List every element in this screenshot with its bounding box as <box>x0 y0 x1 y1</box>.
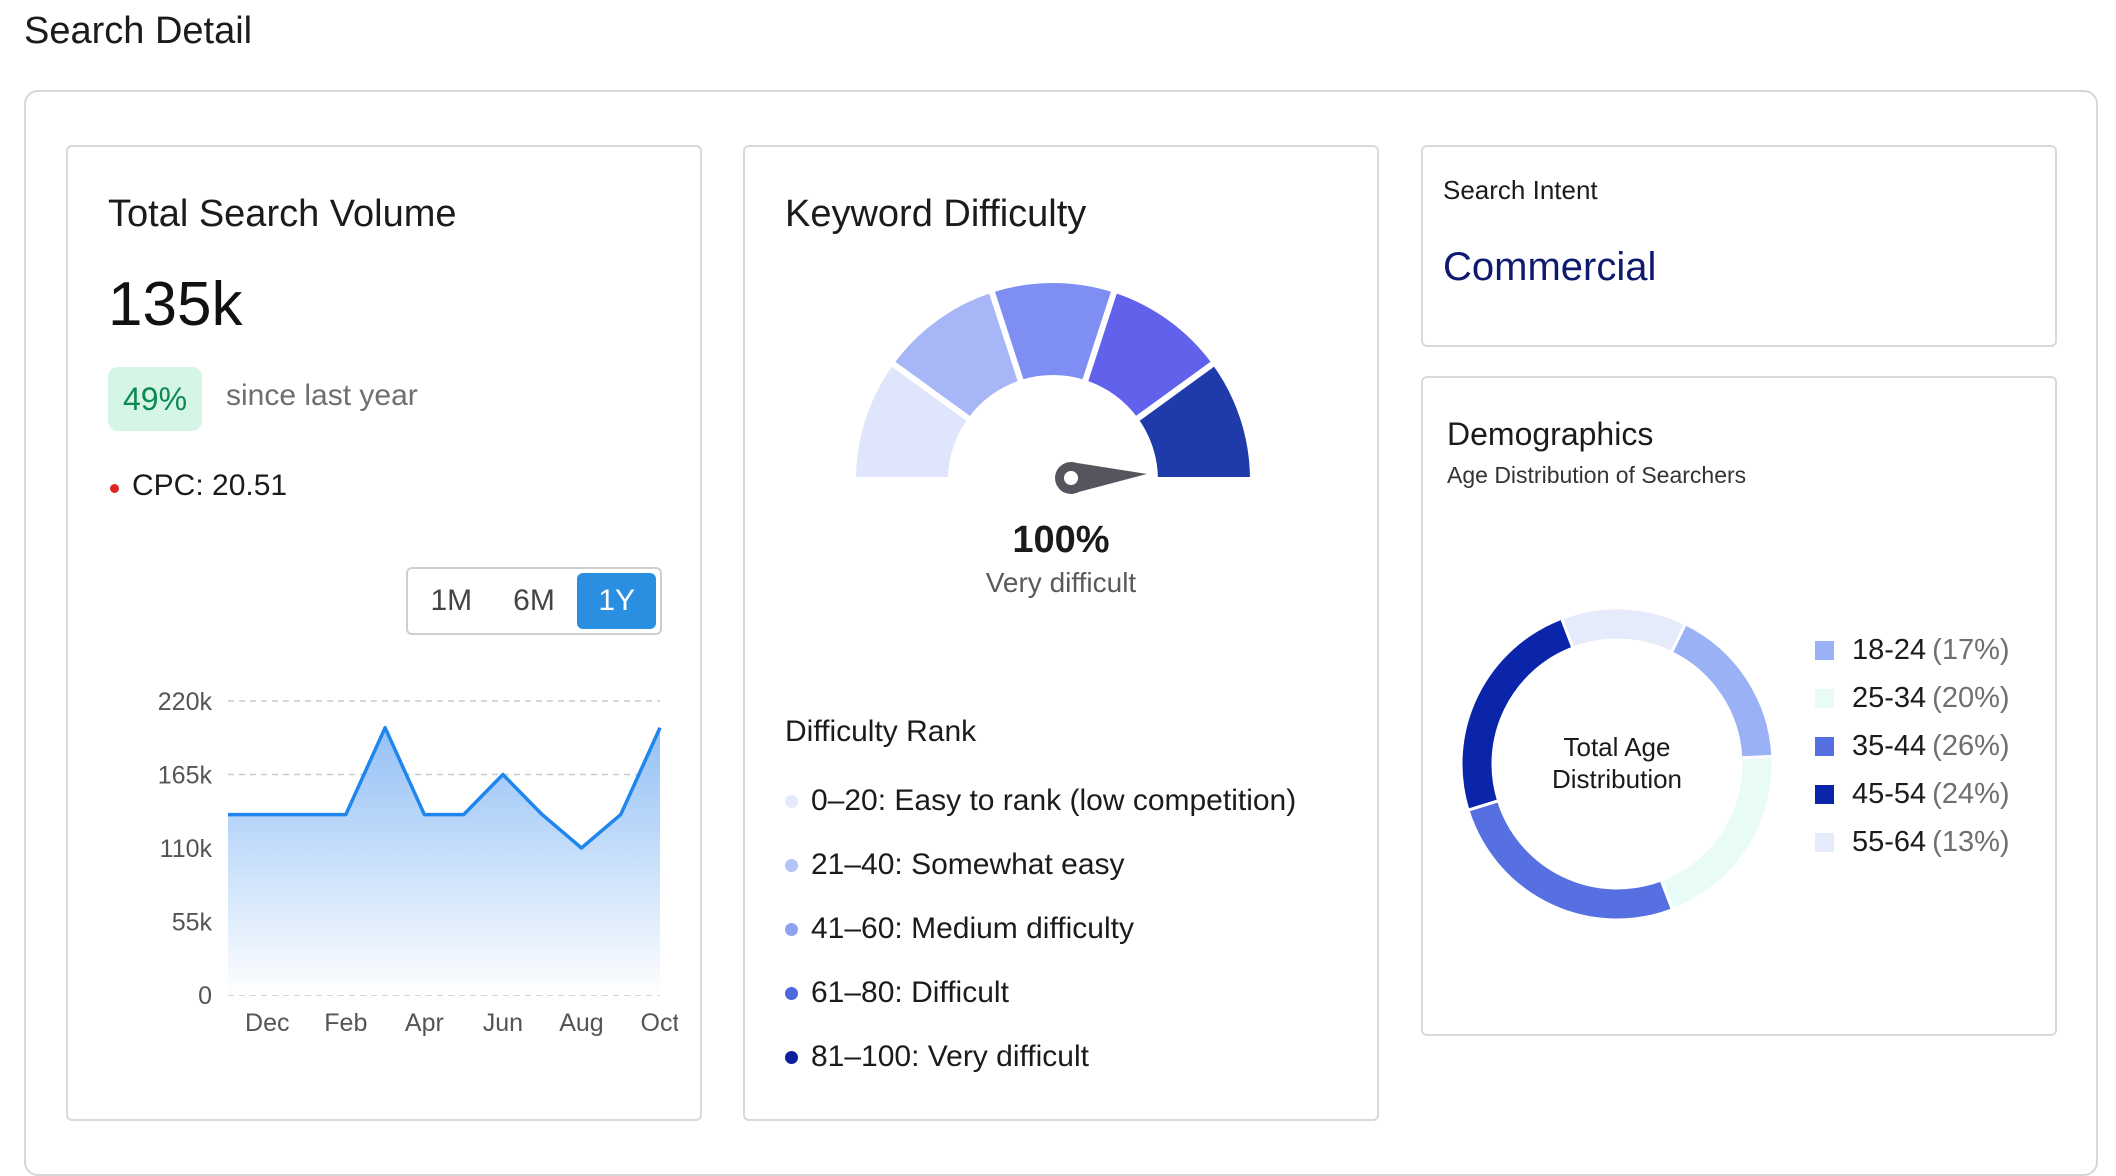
search-volume-chart: 0 55k 110k 165k 220k Dec Feb Apr Jun Aug Oct <box>158 688 678 1037</box>
search-detail-panel <box>24 90 2098 1176</box>
donut-segment <box>1559 606 1688 655</box>
rank-item: 41–60: Medium difficulty <box>785 897 1296 961</box>
x-tick-label: Aug <box>559 1009 603 1037</box>
rank-item: 81–100: Very difficult <box>785 1025 1296 1089</box>
legend-range: 35-44 <box>1852 729 1927 762</box>
difficulty-rank-list: 0–20: Easy to rank (low competition) 21–… <box>785 769 1296 1089</box>
legend-swatch-icon <box>1815 736 1834 756</box>
legend-item: 25-34 (20%) <box>1815 674 2010 722</box>
total-search-volume-card: Total Search Volume 135k 49% since last … <box>66 145 702 1121</box>
rank-label: 21–40: Somewhat easy <box>811 848 1125 881</box>
legend-item: 45-54 (24%) <box>1815 770 2010 818</box>
legend-item: 35-44 (26%) <box>1815 722 2010 770</box>
rank-label: 81–100: Very difficult <box>811 1040 1089 1073</box>
rank-dot-icon <box>785 794 798 808</box>
gauge-value: 100% <box>1012 519 1110 561</box>
volume-card-title: Total Search Volume <box>108 193 457 235</box>
donut-center-label-line2: Distribution <box>1552 764 1682 794</box>
range-button-1y[interactable]: 1Y <box>577 573 657 629</box>
keyword-difficulty-card: Keyword Difficulty 100% Very difficult D… <box>743 145 1379 1121</box>
rank-dot-icon <box>785 1050 798 1064</box>
legend-percent: (26%) <box>1932 729 2010 762</box>
rank-dot-icon <box>785 986 798 1000</box>
rank-item: 61–80: Difficult <box>785 961 1296 1025</box>
rank-label: 41–60: Medium difficulty <box>811 912 1134 945</box>
x-tick-label: Oct <box>641 1009 678 1037</box>
age-distribution-donut: Total Age Distribution <box>1459 606 1775 922</box>
difficulty-gauge <box>855 282 1257 494</box>
rank-dot-icon <box>785 858 798 872</box>
legend-percent: (24%) <box>1932 777 2010 810</box>
volume-line <box>228 725 662 850</box>
growth-caption: since last year <box>226 379 418 412</box>
x-tick-label: Feb <box>324 1009 367 1037</box>
donut-center-label-line1: Total Age <box>1564 732 1671 762</box>
legend-range: 55-64 <box>1852 825 1927 858</box>
legend-range: 45-54 <box>1852 777 1927 810</box>
legend-percent: (13%) <box>1932 825 2010 858</box>
time-range-selector: 1M 6M 1Y <box>406 567 662 635</box>
y-tick-label: 0 <box>198 982 212 1010</box>
donut-segment <box>1669 621 1775 760</box>
legend-percent: (20%) <box>1932 681 2010 714</box>
x-tick-label: Jun <box>483 1009 523 1037</box>
legend-range: 18-24 <box>1852 633 1927 666</box>
demographics-subtitle: Age Distribution of Searchers <box>1447 462 1747 488</box>
gauge-segment <box>1131 358 1257 483</box>
rank-label: 61–80: Difficult <box>811 976 1009 1009</box>
growth-badge: 49% <box>108 367 202 431</box>
volume-area-fill <box>228 727 660 995</box>
donut-segment <box>1466 798 1675 922</box>
demographics-title: Demographics <box>1447 416 1654 452</box>
demographics-card: Demographics Age Distribution of Searche… <box>1421 376 2057 1036</box>
total-volume-value: 135k <box>108 270 243 339</box>
legend-swatch-icon <box>1815 640 1834 660</box>
intent-value: Commercial <box>1443 245 1657 289</box>
gauge-level-label: Very difficult <box>985 567 1137 598</box>
legend-item: 18-24 (17%) <box>1815 626 2010 674</box>
legend-swatch-icon <box>1815 784 1834 804</box>
rank-item: 21–40: Somewhat easy <box>785 833 1296 897</box>
cpc-value: CPC: 20.51 <box>132 469 288 502</box>
rank-dot-icon <box>785 922 798 936</box>
x-tick-label: Apr <box>405 1009 444 1037</box>
age-legend: 18-24 (17%) 25-34 (20%) 35-44 (26%) 45-54 (2… <box>1815 626 2010 866</box>
range-button-1m[interactable]: 1M <box>430 584 473 617</box>
y-tick-label: 165k <box>158 762 213 790</box>
y-tick-label: 110k <box>160 835 213 863</box>
intent-label: Search Intent <box>1443 175 1598 205</box>
rank-label: 0–20: Easy to rank (low competition) <box>811 784 1297 817</box>
page-title: Search Detail <box>24 10 253 52</box>
legend-swatch-icon <box>1815 832 1834 852</box>
cpc-bullet-icon <box>110 484 119 493</box>
y-tick-label: 55k <box>172 909 213 937</box>
legend-range: 25-34 <box>1852 681 1927 714</box>
gauge-needle-icon <box>1071 462 1147 494</box>
rank-item: 0–20: Easy to rank (low competition) <box>785 769 1296 833</box>
legend-item: 55-64 (13%) <box>1815 818 2010 866</box>
legend-swatch-icon <box>1815 688 1834 708</box>
difficulty-rank-title: Difficulty Rank <box>785 715 977 748</box>
gauge-needle-center-icon <box>1064 471 1078 485</box>
x-tick-label: Dec <box>245 1009 289 1037</box>
search-intent-card: Search Intent Commercial <box>1421 145 2057 347</box>
difficulty-card-title: Keyword Difficulty <box>785 193 1087 235</box>
y-tick-label: 220k <box>158 688 213 716</box>
legend-percent: (17%) <box>1932 633 2010 666</box>
range-button-6m[interactable]: 6M <box>513 584 555 617</box>
